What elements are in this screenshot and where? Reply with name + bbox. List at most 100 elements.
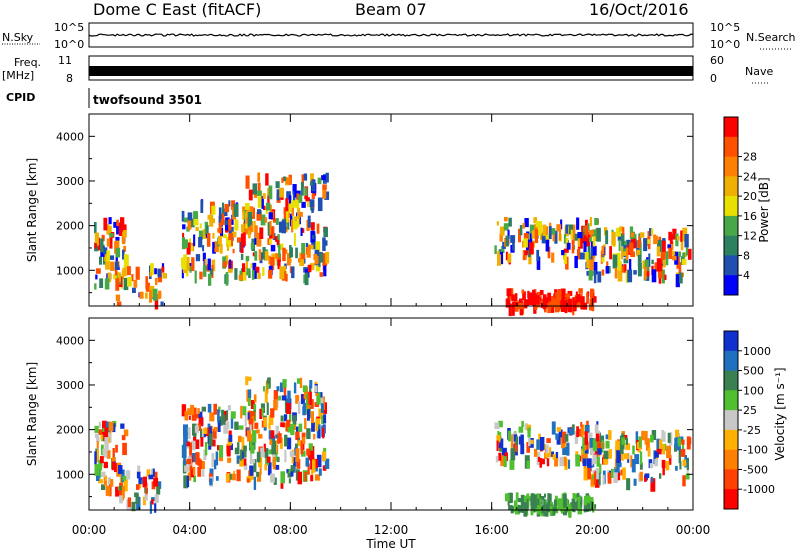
power-echo-cell bbox=[267, 193, 270, 205]
velocity-colorbar-tick-label-6: -500 bbox=[743, 463, 768, 476]
velocity-echo-cell bbox=[297, 440, 301, 447]
power-echo-cell bbox=[303, 173, 308, 181]
velocity-echo-cell bbox=[214, 459, 217, 470]
power-echo-cell bbox=[252, 270, 257, 279]
power-echo-cell bbox=[226, 244, 230, 251]
power-ytick-label-1: 2000 bbox=[56, 220, 84, 233]
power-echo-cell bbox=[639, 242, 642, 256]
nsearch-tick-top: 10^5 bbox=[710, 21, 740, 34]
power-echo-cell bbox=[523, 233, 529, 240]
velocity-echo-cell bbox=[275, 434, 279, 439]
power-echo-cell bbox=[260, 214, 266, 226]
velocity-echo-cell bbox=[675, 465, 678, 471]
velocity-echo-cell bbox=[681, 439, 685, 445]
velocity-echo-cell bbox=[537, 456, 540, 462]
power-echo-cell bbox=[586, 292, 589, 303]
power-echo-cell bbox=[114, 241, 119, 254]
power-echo-cell bbox=[270, 244, 276, 252]
power-echo-cell bbox=[95, 268, 101, 274]
power-echo-cell bbox=[578, 288, 583, 294]
velocity-echo-cell bbox=[568, 428, 574, 436]
power-echo-cell bbox=[283, 265, 286, 272]
velocity-echo-cell bbox=[318, 468, 322, 476]
power-echo-cell bbox=[198, 230, 203, 240]
velocity-echo-cell bbox=[292, 415, 297, 425]
velocity-echo-cell bbox=[685, 473, 690, 480]
velocity-echo-cell bbox=[154, 471, 158, 483]
velocity-echo-cell bbox=[552, 506, 556, 516]
power-echo-cell bbox=[218, 222, 222, 234]
velocity-echo-cell bbox=[236, 469, 241, 482]
power-echo-cell bbox=[651, 269, 657, 283]
velocity-echo-cell bbox=[192, 466, 196, 475]
power-echo-cell bbox=[307, 264, 312, 273]
power-echo-cell bbox=[504, 217, 508, 222]
velocity-echo-cell bbox=[94, 464, 100, 476]
velocity-echo-cell bbox=[520, 434, 524, 444]
velocity-echo-cell bbox=[157, 481, 162, 489]
velocity-echo-cell bbox=[255, 429, 260, 434]
velocity-echo-cell bbox=[300, 443, 304, 455]
power-echo-cell bbox=[583, 241, 587, 252]
velocity-axes: 1000 2000 3000 4000 00:00 04:00 08:00 12:00 16:0… bbox=[56, 318, 710, 537]
power-echo-cell bbox=[306, 201, 309, 208]
power-echo-cell bbox=[278, 244, 281, 257]
velocity-echo-cell bbox=[227, 473, 233, 480]
velocity-echo-cell bbox=[310, 475, 314, 482]
power-echo-cell bbox=[552, 231, 555, 242]
velocity-echo-cell bbox=[508, 505, 513, 511]
velocity-echo-cell bbox=[136, 484, 140, 490]
velocity-echo-cell bbox=[304, 418, 307, 430]
power-echo-cell bbox=[240, 253, 244, 260]
power-echo-cell bbox=[502, 241, 506, 249]
velocity-echo-cell bbox=[533, 448, 538, 457]
velocity-echo-cell bbox=[320, 397, 324, 406]
power-echo-cell bbox=[536, 249, 540, 262]
power-echo-cell bbox=[565, 224, 568, 234]
power-echo-cell bbox=[254, 225, 258, 239]
velocity-echo-cell bbox=[537, 498, 540, 506]
velocity-echo-cell bbox=[270, 430, 275, 439]
power-echo-cell bbox=[245, 256, 248, 270]
power-echo-cell bbox=[529, 233, 533, 244]
power-echo-cell bbox=[577, 294, 581, 303]
power-echo-cell bbox=[265, 207, 269, 214]
power-echo-cell bbox=[651, 228, 654, 236]
power-echo-cell bbox=[634, 239, 637, 248]
velocity-echo-cell bbox=[241, 451, 244, 462]
velocity-echo-cell bbox=[101, 471, 106, 478]
power-echo-cell bbox=[656, 258, 662, 272]
power-echo-cell bbox=[317, 177, 322, 185]
power-echo-cell bbox=[268, 185, 273, 200]
velocity-echo-cell bbox=[639, 471, 643, 481]
velocity-echo-cell bbox=[248, 410, 252, 425]
velocity-echo-cell bbox=[197, 423, 201, 431]
velocity-echo-cell bbox=[271, 435, 275, 443]
power-echo-cell bbox=[305, 197, 310, 202]
power-echo-cell bbox=[584, 225, 589, 238]
power-echo-cell bbox=[214, 248, 218, 253]
velocity-echo-cell bbox=[302, 385, 307, 393]
power-echo-cell bbox=[649, 228, 652, 236]
velocity-echo-cell bbox=[121, 435, 126, 441]
velocity-echo-cell bbox=[198, 459, 203, 469]
velocity-echo-cell bbox=[271, 440, 277, 455]
velocity-echo-cell bbox=[630, 455, 633, 468]
velocity-echo-cell bbox=[556, 427, 561, 432]
velocity-echo-cell bbox=[656, 448, 662, 455]
power-echo-cell bbox=[187, 219, 192, 230]
power-echo-cell bbox=[528, 250, 532, 265]
power-echo-cell bbox=[296, 218, 300, 228]
velocity-echo-cell bbox=[631, 459, 636, 473]
power-echo-cell bbox=[547, 292, 552, 302]
velocity-echo-cell bbox=[514, 438, 518, 452]
nave-tick-bottom: 0 bbox=[710, 72, 717, 85]
velocity-echo-cell bbox=[275, 464, 280, 470]
plot-title: Dome C East (fitACF) bbox=[93, 0, 261, 19]
power-echo-cell bbox=[537, 292, 542, 298]
velocity-xtick-label-6: 00:00 bbox=[676, 523, 711, 537]
power-echo-cell bbox=[207, 215, 213, 220]
velocity-echo-cell bbox=[539, 458, 542, 468]
velocity-echo-cell bbox=[201, 406, 206, 412]
power-echo-cell bbox=[181, 210, 185, 222]
